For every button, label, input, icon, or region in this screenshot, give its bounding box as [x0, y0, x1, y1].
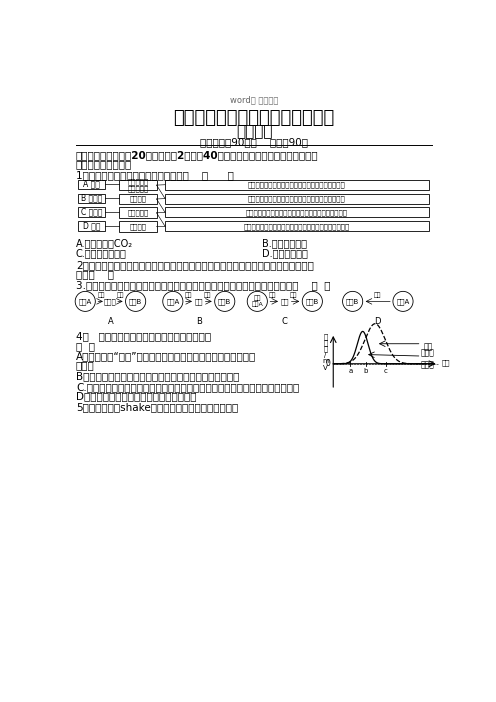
Text: 激素: 激素	[269, 293, 276, 298]
Text: 细胨A: 细胨A	[396, 298, 410, 305]
Text: 神经
细胨A: 神经 细胨A	[251, 296, 263, 307]
Text: 0: 0	[325, 359, 330, 369]
Text: 雌性激素: 雌性激素	[129, 196, 146, 202]
FancyBboxPatch shape	[165, 221, 429, 232]
Text: 组织液: 组织液	[104, 298, 117, 305]
FancyBboxPatch shape	[165, 194, 429, 204]
FancyBboxPatch shape	[165, 180, 429, 190]
FancyBboxPatch shape	[120, 207, 157, 218]
Text: 维持第二性征，促进雌性生殖器官发育和排放卵细胞: 维持第二性征，促进雌性生殖器官发育和排放卵细胞	[248, 181, 346, 188]
Text: 肾上腺素: 肾上腺素	[129, 223, 146, 230]
Circle shape	[302, 291, 322, 312]
Text: 时间: 时间	[442, 359, 450, 366]
Circle shape	[247, 291, 267, 312]
Circle shape	[125, 291, 146, 312]
Text: 4．   下列关于神经系统功能的说法，错误的是: 4． 下列关于神经系统功能的说法，错误的是	[76, 331, 211, 341]
Text: 血液: 血液	[194, 298, 203, 305]
Text: 促进组织细胞摄取、利用、储存葡萄糖，使血糖浓度升高: 促进组织细胞摄取、利用、储存葡萄糖，使血糖浓度升高	[244, 223, 350, 230]
Text: 细胨B: 细胨B	[346, 298, 359, 305]
Text: 生物试卷: 生物试卷	[236, 124, 272, 139]
Text: B 腿上腺: B 腿上腺	[81, 194, 102, 203]
Text: word版 高中生物: word版 高中生物	[230, 95, 278, 104]
Text: 激素: 激素	[374, 293, 381, 298]
Text: 5．科学家发现shake突变纯合子果蝇对二乙酰乙酸极: 5．科学家发现shake突变纯合子果蝇对二乙酰乙酸极	[76, 402, 238, 412]
FancyBboxPatch shape	[120, 180, 157, 190]
Text: 激素: 激素	[185, 293, 192, 298]
Text: c: c	[384, 369, 388, 374]
Text: 1．下列物质都可以在内环境中找到的是    （      ）: 1．下列物质都可以在内环境中找到的是 （ ）	[76, 170, 234, 180]
Text: m: m	[322, 359, 329, 364]
Text: A．成人可以“憢尿”，体现了高级神经中枢对低级神经中枢的控: A．成人可以“憢尿”，体现了高级神经中枢对低级神经中枢的控	[76, 352, 256, 362]
Text: 绍合子: 绍合子	[421, 348, 434, 357]
Text: 激素: 激素	[117, 293, 124, 298]
Text: C 下丘脑: C 下丘脑	[81, 208, 102, 216]
Text: B.尿素和维生素: B.尿素和维生素	[262, 238, 307, 249]
Text: 细胨B: 细胨B	[129, 298, 142, 305]
Text: 细胨B: 细胨B	[306, 298, 319, 305]
Text: 位: 位	[323, 340, 328, 346]
FancyBboxPatch shape	[77, 221, 105, 230]
Circle shape	[163, 291, 183, 312]
Text: 激素: 激素	[203, 293, 211, 298]
Text: 2．如图是人体内部分激素的产生部位和生理作用，下列连线和叙述内容全部正确的一: 2．如图是人体内部分激素的产生部位和生理作用，下列连线和叙述内容全部正确的一	[76, 260, 314, 270]
Circle shape	[215, 291, 235, 312]
Text: 野生型: 野生型	[421, 360, 434, 369]
Text: 电: 电	[323, 333, 328, 340]
Text: 组是（    ）: 组是（ ）	[76, 269, 114, 279]
Text: 激素: 激素	[98, 293, 105, 298]
Text: A.血红蛋白和CO₂: A.血红蛋白和CO₂	[76, 238, 133, 249]
Text: A: A	[108, 317, 113, 326]
Text: 细胨A: 细胨A	[79, 298, 92, 305]
Text: B．感受器和效应器不一定分布在机体的同一组织或器官中: B．感受器和效应器不一定分布在机体的同一组织或器官中	[76, 371, 240, 381]
Text: 激素: 激素	[290, 293, 297, 298]
Text: /: /	[324, 352, 327, 358]
Text: 考试时间：90分钟    总分：90分: 考试时间：90分钟 总分：90分	[200, 138, 308, 147]
Text: D．学习和记忆是只有人才独有的高级功能: D．学习和记忆是只有人才独有的高级功能	[76, 392, 196, 402]
FancyBboxPatch shape	[120, 194, 157, 204]
Text: 促甲状腺激
素释放激素: 促甲状腺激 素释放激素	[127, 178, 149, 192]
FancyBboxPatch shape	[165, 207, 429, 218]
Text: 胰高血糖素: 胰高血糖素	[127, 209, 149, 216]
Text: 突变: 突变	[423, 342, 433, 351]
Text: 差: 差	[323, 346, 328, 352]
Text: 细胨A: 细胨A	[166, 298, 180, 305]
Text: 促进新陈代谢，使产热量增加，从而维持机体体温恒定: 促进新陈代谢，使产热量增加，从而维持机体体温恒定	[246, 209, 348, 216]
Text: 一、选择题（本题有20小题，每邘2分，全40分，在每小题的选项中，只有一个是: 一、选择题（本题有20小题，每邘2分，全40分，在每小题的选项中，只有一个是	[76, 150, 318, 159]
FancyBboxPatch shape	[77, 207, 105, 217]
Text: C.体内外刺激作用于机体后，产生的兴奋只有传到大脑皮层，机体才能产生感觉: C.体内外刺激作用于机体后，产生的兴奋只有传到大脑皮层，机体才能产生感觉	[76, 382, 299, 392]
Text: D.载体和呼吸酶: D.载体和呼吸酶	[262, 249, 308, 258]
FancyBboxPatch shape	[120, 221, 157, 232]
Text: 许昌市四校高二上学期第三次考试: 许昌市四校高二上学期第三次考试	[174, 109, 335, 127]
FancyBboxPatch shape	[77, 180, 105, 189]
Circle shape	[393, 291, 413, 312]
Circle shape	[75, 291, 95, 312]
Text: 细胨B: 细胨B	[218, 298, 231, 305]
Text: b: b	[364, 369, 368, 374]
Text: 符合题目要求的。）: 符合题目要求的。）	[76, 159, 132, 169]
Text: 促进甲状腺生长发育，调节甲状腺激素的合成和分泌: 促进甲状腺生长发育，调节甲状腺激素的合成和分泌	[248, 195, 346, 202]
Text: 血液: 血液	[281, 298, 289, 305]
Text: D 卵巢: D 卵巢	[83, 221, 100, 230]
Text: B: B	[196, 317, 202, 326]
Text: 3.动物体内激素传递信息的方式有多种，下列属于抗利尿激素传递信息的方式是    （  ）: 3.动物体内激素传递信息的方式有多种，下列属于抗利尿激素传递信息的方式是 （ ）	[76, 281, 330, 291]
Text: C.胰岛素和纤维素: C.胰岛素和纤维素	[76, 249, 127, 258]
Text: C: C	[282, 317, 288, 326]
Text: 制作用: 制作用	[76, 361, 95, 371]
Text: A 腺垂: A 腺垂	[83, 180, 100, 189]
Text: V: V	[323, 364, 328, 371]
Text: a: a	[348, 369, 353, 374]
Text: （  ）: （ ）	[76, 341, 95, 352]
FancyBboxPatch shape	[77, 194, 105, 203]
Circle shape	[343, 291, 363, 312]
Text: D: D	[374, 317, 381, 326]
